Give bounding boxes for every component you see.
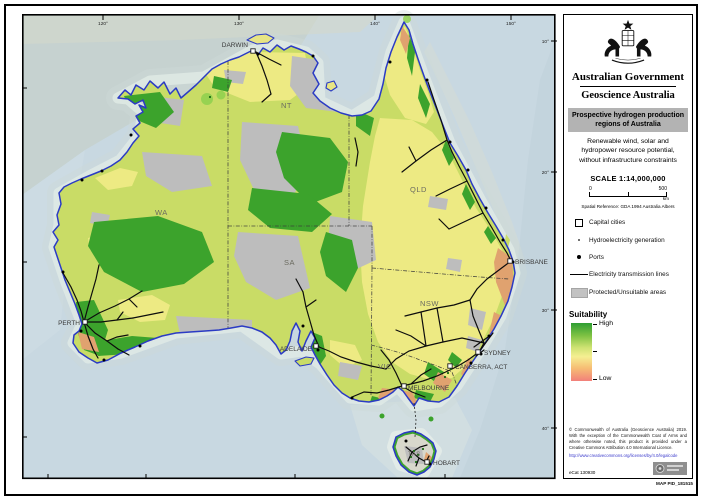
hydro-symbol [577, 239, 581, 242]
city-label-melbourne: MELBOURNE [408, 385, 450, 392]
capital-city-markers [82, 48, 513, 465]
city-label-canberra: CANBERRA, ACT [455, 364, 507, 371]
suitability-gradient [571, 322, 592, 381]
legend-label: Hydroelectricity generation [589, 236, 665, 244]
legend-label: Capital cities [589, 219, 626, 227]
scale-start: 0 [589, 185, 592, 192]
state-label-sa: SA [284, 258, 295, 267]
scale-unit: km [662, 195, 669, 201]
city-label-hobart: HOBART [433, 460, 460, 467]
graticule-labels: 120° 130° 140° 150° 10° 20° 30° 40° [98, 21, 549, 432]
basslink-cable [413, 402, 417, 438]
scale-label: SCALE 1:14,000,000 [590, 173, 666, 183]
hydro-dots [208, 95, 453, 464]
legend: Capital cities Hydroelectricity generati… [569, 218, 687, 308]
coat-of-arms [604, 19, 652, 64]
legend-item-capital-cities: Capital cities [569, 218, 687, 227]
ecat-number: eCat 130930 [569, 470, 596, 475]
capital-city-symbol [575, 218, 583, 227]
legend-item-hydro: Hydroelectricity generation [569, 237, 687, 244]
panel-footer: eCat 130930 [569, 462, 687, 475]
map-title-banner: Prospective hydrogen production regions … [568, 108, 688, 133]
title-legend-panel: Australian Government Geoscience Austral… [563, 14, 693, 479]
lon-label-140: 140° [370, 21, 380, 27]
lat-label-30: 30° [542, 308, 549, 314]
map-subtitle: Renewable wind, solar and hydropower res… [579, 138, 677, 164]
state-label-qld: QLD [410, 185, 427, 194]
scale-end: 500 [658, 185, 667, 192]
spatial-reference: Spatial Reference: GDA 1994 Australia Al… [581, 203, 675, 209]
legend-label: Protected/Unsuitable areas [589, 289, 667, 297]
state-label-vic: VIC [378, 362, 392, 371]
legend-label: Electricity transmission lines [589, 270, 669, 278]
map-frame [21, 14, 556, 480]
suitability-title: Suitability [569, 309, 608, 319]
state-label-tas: TAS [408, 452, 421, 458]
lat-label-10: 10° [542, 39, 549, 45]
suitability-legend: Suitability High Low [569, 310, 687, 385]
copyright-text: © Commonwealth of Australia (Geoscience … [569, 426, 687, 450]
legend-item-protected: Protected/Unsuitable areas [569, 287, 687, 298]
agency-name: Geoscience Australia [581, 90, 675, 101]
legend-label: Ports [589, 253, 604, 261]
port-symbol [576, 254, 582, 260]
state-label-nt: NT [281, 101, 292, 110]
state-label-nsw: NSW [420, 299, 439, 308]
legend-item-transmission: Electricity transmission lines [569, 271, 687, 278]
suitability-high-label: High [599, 319, 613, 327]
lon-label-120: 120° [98, 21, 108, 27]
hydro-region-circles [201, 15, 411, 105]
ga-footer-logo [653, 462, 687, 475]
city-label-brisbane: BRISBANE [515, 259, 549, 266]
page-border [4, 4, 698, 496]
city-labels: DARWIN BRISBANE SYDNEY CANBERRA, ACT MEL… [58, 42, 548, 467]
lon-label-130: 130° [234, 21, 244, 27]
protected-area-symbol [570, 287, 588, 298]
lon-label-150: 150° [506, 21, 516, 27]
city-label-perth: PERTH [58, 320, 80, 327]
state-labels: NT QLD WA SA NSW VIC TAS [155, 101, 439, 458]
map-pid: MAP PID_181515 [656, 481, 693, 486]
gov-title: Australian Government [571, 71, 685, 83]
city-label-adelaide: ADELAIDE [280, 346, 313, 353]
state-label-wa: WA [155, 208, 168, 217]
lat-label-40: 40° [542, 426, 549, 432]
suitability-low-label: Low [599, 374, 612, 382]
legend-item-ports: Ports [569, 254, 687, 261]
license-link[interactable]: http://www.creativecommons.org/licenses/… [569, 453, 678, 458]
lat-label-20: 20° [542, 170, 549, 176]
transmission-line-symbol [570, 273, 588, 275]
coastline [52, 21, 516, 476]
divider [580, 86, 676, 87]
city-label-darwin: DARWIN [222, 42, 249, 49]
city-label-sydney: SYDNEY [484, 350, 511, 357]
scale-bar: 0 500 km [589, 185, 669, 201]
